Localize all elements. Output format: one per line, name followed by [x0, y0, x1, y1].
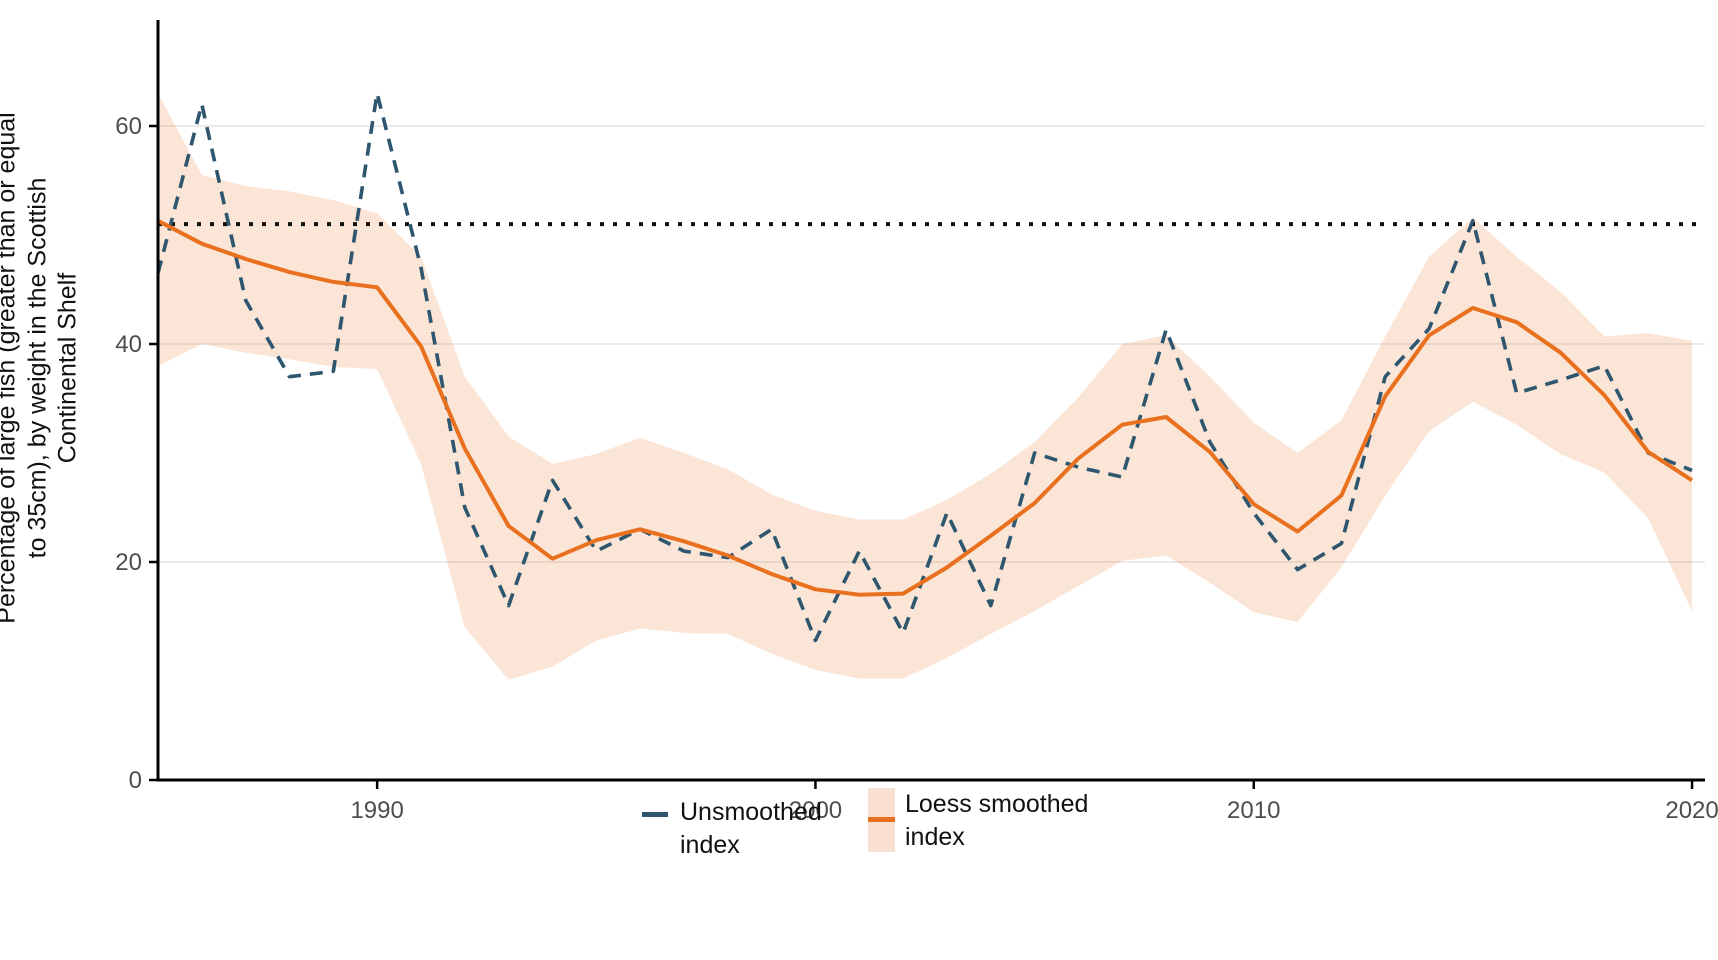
y-tick-label: 60	[115, 113, 142, 140]
legend: Unsmoothed index Loess smoothed index	[0, 788, 1718, 878]
loess-line-swatch	[868, 817, 895, 822]
y-tick-label: 40	[115, 331, 142, 358]
y-tick-label: 20	[115, 549, 142, 576]
x-tick-label: 1990	[350, 797, 403, 824]
legend-item-loess: Loess smoothed index	[868, 788, 1088, 853]
unsmoothed-line	[156, 91, 1693, 643]
legend-item-unsmoothed: Unsmoothed index	[642, 796, 822, 861]
confidence-band	[158, 93, 1692, 680]
legend-label-loess: Loess smoothed index	[905, 790, 1089, 851]
dash-swatch	[642, 812, 668, 817]
band-swatch	[868, 788, 895, 852]
y-axis-title: Percentage of large fish (greater than o…	[0, 112, 82, 624]
loess-line	[157, 219, 1694, 597]
legend-label-unsmoothed: Unsmoothed index	[680, 798, 822, 859]
y-tick-label: 0	[129, 767, 142, 794]
x-tick-label: 2010	[1227, 797, 1280, 824]
x-tick-label: 2020	[1665, 797, 1718, 824]
x-tick-label: 2000	[789, 797, 842, 824]
